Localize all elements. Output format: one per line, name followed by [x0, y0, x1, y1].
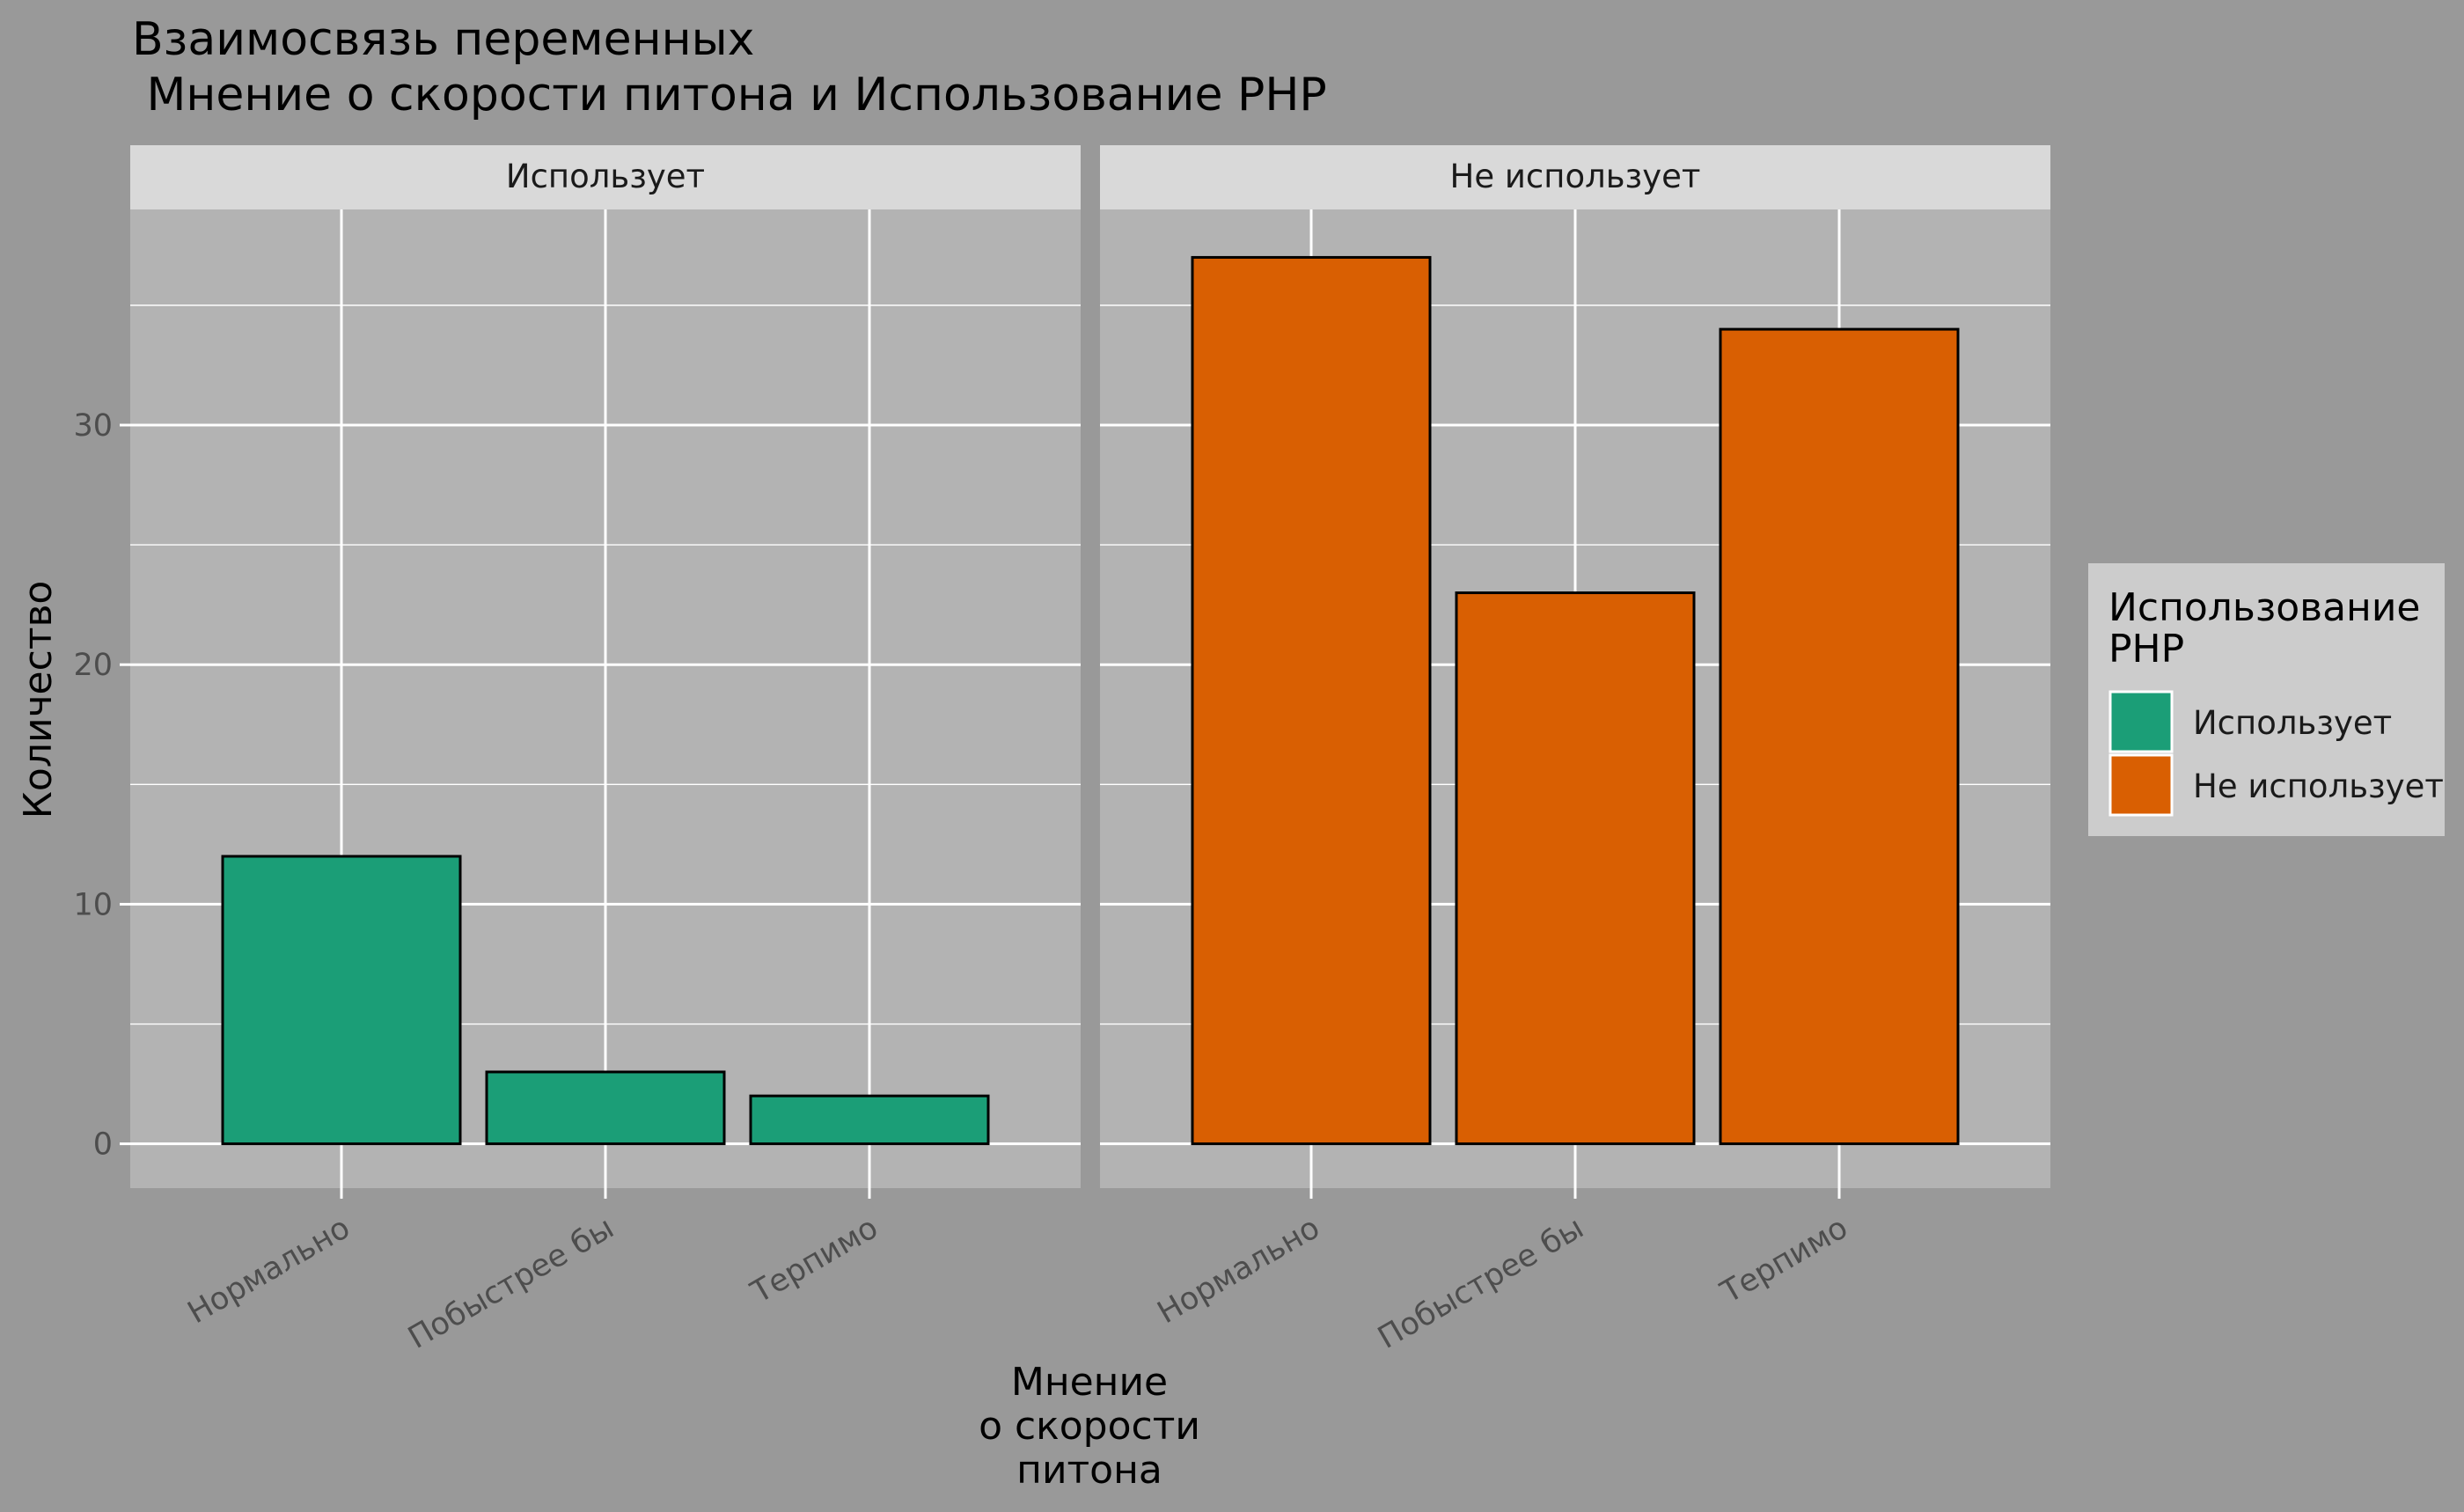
- legend-key-ne-ispolzuet: [2108, 753, 2174, 817]
- y-axis: 0 10 20 30: [73, 408, 130, 1163]
- legend-label-ispolzuet: Использует: [2193, 704, 2392, 742]
- y-tick-label: 10: [73, 887, 113, 922]
- legend-title-line-1: Использование: [2108, 585, 2421, 630]
- facet-strip-ispolzuet: [130, 145, 1081, 209]
- bar-ispolzuet-3: [749, 1094, 990, 1146]
- bar-ispolzuet-1: [221, 855, 462, 1146]
- legend-label-ne-ispolzuet: Не использует: [2193, 767, 2444, 805]
- bar-ispolzuet-2: [485, 1070, 726, 1146]
- x-axis-title-line-1: Мнение: [1011, 1360, 1168, 1405]
- facet-strip-ne-ispolzuet: [1100, 145, 2050, 209]
- bar-ne-ispolzuet-2: [1455, 591, 1696, 1146]
- bar-ne-ispolzuet-3: [1719, 327, 1960, 1146]
- facet-strip-label-ispolzuet: Использует: [506, 158, 705, 195]
- panel-ne-ispolzuet: Не использует: [1100, 145, 2050, 1188]
- y-tick-label: 30: [73, 408, 113, 444]
- legend-key-ispolzuet: [2108, 690, 2174, 753]
- x-axis-title-line-2: о скорости: [979, 1404, 1200, 1449]
- facet-panels: Использует Не использует: [130, 145, 2050, 1188]
- facet-strip-label-ne-ispolzuet: Не использует: [1450, 158, 1701, 195]
- y-tick-label: 20: [73, 648, 113, 683]
- x-axis-title-line-3: питона: [1016, 1448, 1162, 1493]
- legend: Использование PHP Использует Не использу…: [2088, 563, 2445, 836]
- chart-title-line-2: Мнение о скорости питона и Использование…: [132, 69, 1327, 121]
- panel-ispolzuet: Использует: [130, 145, 1081, 1188]
- y-axis-title: Количество: [16, 581, 61, 819]
- legend-title-line-2: PHP: [2108, 627, 2184, 672]
- y-tick-label: 0: [93, 1127, 113, 1163]
- chart-title-line-1: Взаимосвязь переменных: [132, 13, 754, 66]
- bar-ne-ispolzuet-1: [1191, 255, 1432, 1146]
